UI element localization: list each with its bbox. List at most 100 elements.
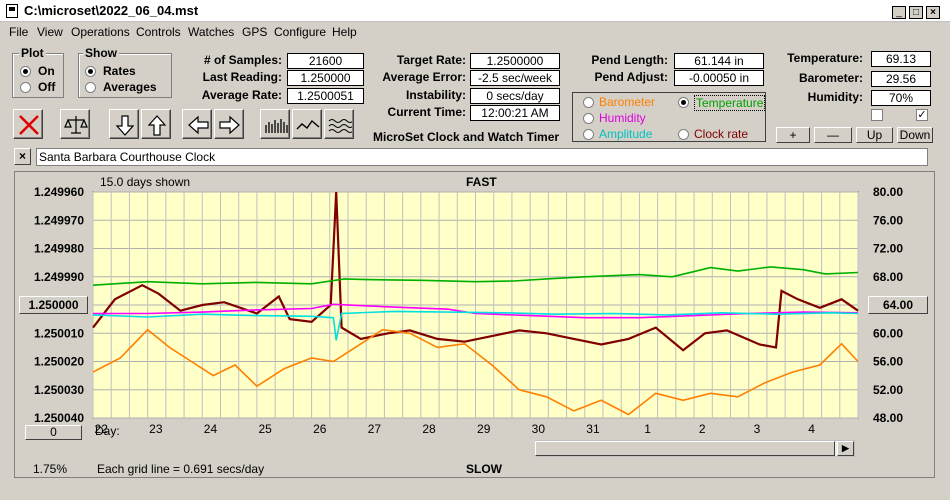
temperature-option-label: Temperature: [694, 95, 766, 111]
clock-name-close-button[interactable]: ×: [14, 148, 31, 165]
x-tick-label: 31: [586, 422, 600, 436]
instability-value: 0 secs/day: [470, 88, 560, 104]
x-tick-label: 27: [368, 422, 382, 436]
amplitude-radio[interactable]: [583, 129, 594, 140]
pend-length-label: Pend Length:: [591, 53, 668, 67]
last-reading-value: 1.250000: [287, 70, 364, 86]
x-tick-label: 3: [754, 422, 761, 436]
y-left-tick-label: 1.249990: [34, 270, 84, 284]
y-left-tick-label: 1.249980: [34, 242, 84, 256]
scrollbar-thumb[interactable]: [535, 441, 835, 456]
temperature-label: Temperature:: [787, 51, 863, 65]
humidity-value: 70%: [871, 90, 931, 106]
app-subtitle: MicroSet Clock and Watch Timer: [373, 130, 560, 144]
menu-configure[interactable]: Configure: [274, 25, 327, 39]
instability-label: Instability:: [405, 88, 466, 102]
series-line-barometer: [92, 328, 859, 416]
wave-icon: [328, 119, 352, 133]
temperature-radio[interactable]: [678, 97, 689, 108]
clock-rate-radio[interactable]: [678, 129, 689, 140]
samples-label: # of Samples:: [203, 53, 282, 67]
barometer-option-label: Barometer: [599, 95, 656, 109]
menu-operations[interactable]: Operations: [71, 25, 130, 39]
right-checkbox[interactable]: ✓: [916, 109, 928, 121]
average-error-label: Average Error:: [382, 70, 466, 84]
x-tick-label: 28: [422, 422, 436, 436]
show-averages-radio[interactable]: [85, 82, 96, 93]
average-error-value: -2.5 sec/week: [470, 70, 560, 86]
menu-help[interactable]: Help: [332, 25, 357, 39]
show-rates-label: Rates: [103, 64, 136, 78]
minimize-button[interactable]: _: [892, 6, 906, 19]
humidity-label: Humidity:: [807, 90, 863, 104]
x-tick-label: 30: [532, 422, 546, 436]
menu-controls[interactable]: Controls: [136, 25, 181, 39]
red-x-icon: [19, 115, 39, 135]
menu-watches[interactable]: Watches: [188, 25, 235, 39]
pend-adjust-value: -0.00050 in: [674, 70, 764, 86]
x-tick-label: 25: [258, 422, 272, 436]
up-arrow-button[interactable]: [141, 109, 171, 139]
slow-label: SLOW: [466, 462, 502, 476]
series-line-clock-rate: [92, 191, 859, 352]
plot-on-radio[interactable]: [20, 66, 31, 77]
current-time-label: Current Time:: [387, 105, 466, 119]
sensor-center-button[interactable]: 64.00: [868, 296, 928, 314]
y-right-tick-label: 52.00: [873, 383, 903, 397]
balance-button[interactable]: [60, 109, 90, 139]
scroll-right-button[interactable]: ▶: [837, 441, 854, 456]
line-chart-button[interactable]: [292, 109, 322, 139]
show-group-title: Show: [83, 46, 119, 60]
barometer-radio[interactable]: [583, 97, 594, 108]
clock-name-input[interactable]: Santa Barbara Courthouse Clock: [36, 148, 928, 166]
minus-button[interactable]: —: [814, 127, 852, 143]
y-right-tick-label: 72.00: [873, 242, 903, 256]
menu-gps[interactable]: GPS: [242, 25, 268, 39]
y-right-tick-label: 48.00: [873, 411, 903, 425]
amplitude-option-label: Amplitude: [599, 127, 653, 141]
bar-chart-button[interactable]: [260, 109, 290, 139]
target-rate-label: Target Rate:: [396, 53, 466, 67]
left-arrow-button[interactable]: [182, 109, 212, 139]
arrow-right-icon: [219, 115, 240, 135]
plot-on-label: On: [38, 64, 55, 78]
humidity-radio[interactable]: [583, 113, 594, 124]
down-button[interactable]: Down: [897, 127, 933, 143]
fast-label: FAST: [466, 175, 497, 189]
x-tick-label: 1: [644, 422, 651, 436]
series-line-temperature: [92, 266, 859, 286]
y-right-tick-label: 60.00: [873, 326, 903, 340]
close-button[interactable]: ×: [926, 6, 940, 19]
x-tick-label: 24: [204, 422, 218, 436]
barometer-label: Barometer:: [798, 71, 863, 85]
plus-button[interactable]: +: [776, 127, 810, 143]
plot-off-radio[interactable]: [20, 82, 31, 93]
show-rates-radio[interactable]: [85, 66, 96, 77]
menu-view[interactable]: View: [37, 25, 63, 39]
maximize-button[interactable]: □: [909, 6, 923, 19]
rate-center-button[interactable]: 1.250000: [19, 296, 88, 314]
show-averages-label: Averages: [103, 80, 157, 94]
arrow-left-icon: [188, 115, 209, 135]
down-arrow-button[interactable]: [109, 109, 139, 139]
x-tick-label: 26: [313, 422, 327, 436]
right-arrow-button[interactable]: [214, 109, 244, 139]
menu-bar: File View Operations Controls Watches GP…: [0, 22, 950, 42]
series-line-humidity: [93, 303, 859, 319]
wave-chart-button[interactable]: [324, 109, 354, 139]
line-chart-icon: [296, 119, 320, 130]
grid-note: Each grid line = 0.691 secs/day: [97, 462, 265, 476]
y-left-tick-label: 1.249970: [34, 213, 84, 227]
arrow-down-icon: [115, 115, 135, 136]
window-title: C:\microset\2022_06_04.mst: [24, 3, 199, 18]
plot-off-label: Off: [38, 80, 56, 94]
rate-offset-button[interactable]: 0: [25, 425, 82, 440]
barometer-value: 29.56: [871, 71, 931, 87]
left-checkbox[interactable]: [871, 109, 883, 121]
clear-button[interactable]: [13, 109, 43, 139]
up-button[interactable]: Up: [856, 127, 893, 143]
menu-file[interactable]: File: [9, 25, 29, 39]
y-left-tick-label: 1.250030: [34, 383, 84, 397]
days-shown-label: 15.0 days shown: [100, 175, 191, 189]
